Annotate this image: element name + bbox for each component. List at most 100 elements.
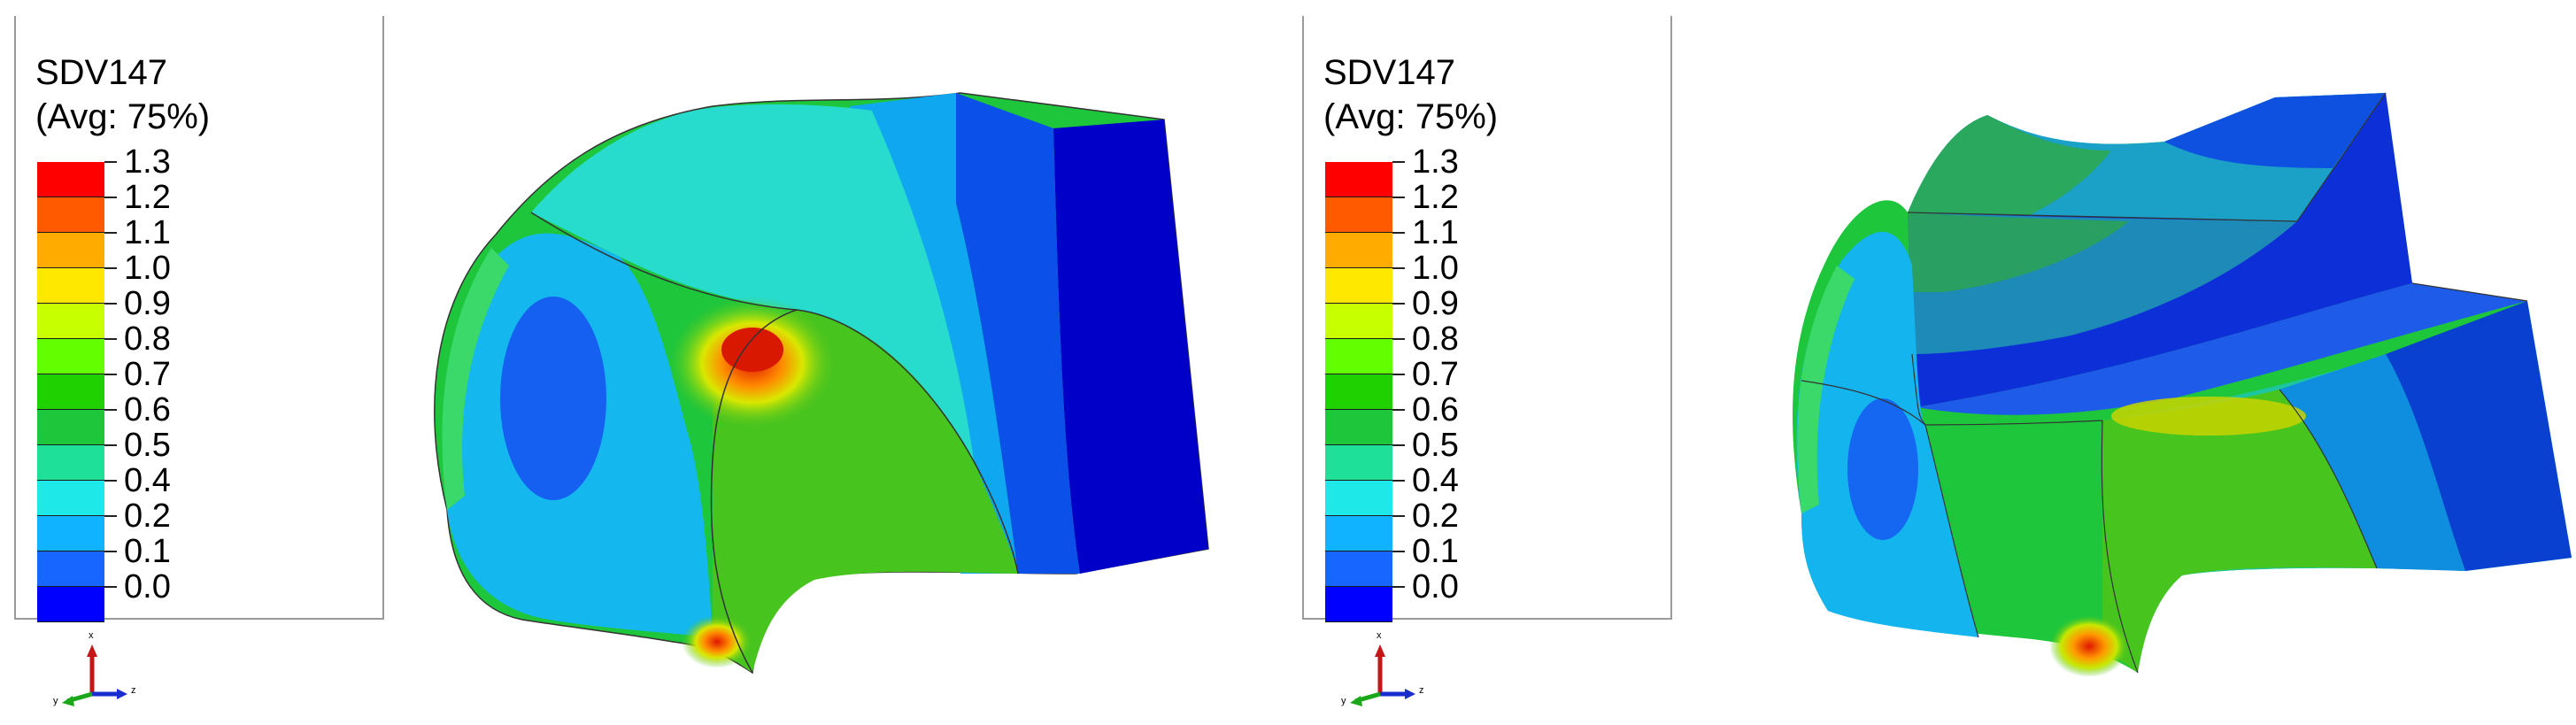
color-bar-segment (37, 481, 104, 516)
model-top-band (531, 104, 974, 461)
axis-z-label: z (131, 685, 136, 696)
color-bar-tick (104, 480, 117, 482)
front-block-right (2386, 301, 2572, 571)
color-bar-tick (1392, 267, 1405, 269)
color-bar-tick (1392, 374, 1405, 375)
color-bar-segment (37, 233, 104, 268)
color-bar-tick (104, 232, 117, 234)
axis-x-label: x (1377, 630, 1382, 641)
color-bar-label: 0.6 (124, 391, 171, 428)
color-bar-tick (104, 444, 117, 446)
color-bar-label: 1.3 (1412, 143, 1459, 181)
color-bar-label: 0.5 (124, 427, 171, 464)
axis-triad: x y z (1339, 625, 1437, 713)
color-bar-segment (1325, 162, 1392, 197)
color-bar-segment (37, 551, 104, 587)
color-bar-tick (1392, 409, 1405, 411)
color-bar-label: 0.6 (1412, 391, 1459, 428)
color-bar-segment (37, 304, 104, 339)
color-bar-segment (37, 162, 104, 197)
color-bar-label: 1.2 (1412, 179, 1459, 216)
color-bar-label: 0.0 (1412, 568, 1459, 605)
axis-triad: x y z (51, 625, 149, 713)
color-bar-segment (1325, 481, 1392, 516)
model-edge-line (2101, 420, 2139, 674)
color-bar-tick (104, 586, 117, 588)
color-bar-segment (1325, 516, 1392, 551)
color-bar-tick (104, 161, 117, 163)
model-edge-line (710, 309, 798, 674)
color-bar-tick (1392, 303, 1405, 305)
color-bar-tick (104, 409, 117, 411)
color-bar-label: 0.8 (124, 320, 171, 358)
color-bar-label: 1.3 (124, 143, 171, 181)
base-hotspot (2049, 615, 2129, 677)
color-bar-label: 0.0 (124, 568, 171, 605)
model-right-block (1053, 120, 1208, 574)
color-bar-label: 0.9 (1412, 285, 1459, 322)
color-bar-tick (104, 374, 117, 375)
color-bar-label: 0.2 (124, 497, 171, 535)
color-bar-segment (1325, 197, 1392, 233)
color-bar-label: 0.4 (124, 462, 171, 499)
axis-x-label: x (89, 630, 94, 641)
axis-y-label: y (1341, 696, 1346, 706)
deformed-model-view (434, 92, 1209, 675)
front-block-green (2102, 389, 2377, 673)
front-block-mid (2279, 354, 2465, 571)
deformed-model-view (1793, 92, 2572, 677)
model-edge-line (1907, 92, 2387, 222)
color-bar-tick (1392, 480, 1405, 482)
color-bar-label: 0.4 (1412, 462, 1459, 499)
color-bar-tick (1392, 197, 1405, 198)
color-bar-label: 0.9 (124, 285, 171, 322)
color-bar-label: 1.2 (124, 179, 171, 216)
color-bar-tick (1392, 444, 1405, 446)
color-bar-segment (37, 268, 104, 304)
color-bar-segment (37, 374, 104, 410)
color-bar-segment (1325, 233, 1392, 268)
contour-panel-left: SDV147 (Avg: 75%) 1.3 1.2 1.1 1.0 0.9 0.8 0.7 0… (14, 16, 1209, 713)
upper-block-top-light (2164, 93, 2386, 168)
color-bar-label: 0.8 (1412, 320, 1459, 358)
legend-subtitle: (Avg: 75%) (35, 97, 211, 136)
legend-frame (14, 16, 384, 620)
model-edge-line (2279, 389, 2378, 569)
color-bar-segment (1325, 410, 1392, 445)
color-bar-tick (104, 515, 117, 517)
color-bar-tick (1392, 232, 1405, 234)
color-bar-tick (104, 551, 117, 552)
color-bar-label: 0.2 (1412, 497, 1459, 535)
high-stress-core (721, 328, 783, 372)
color-bar-tick (104, 338, 117, 340)
low-value-region (1847, 398, 1918, 540)
axis-y-label: y (53, 696, 58, 706)
color-bar-segment (37, 445, 104, 481)
step-top-surface (1917, 283, 2527, 415)
color-bar-segment (1325, 445, 1392, 481)
model-left-edge (442, 248, 509, 510)
low-value-region (500, 297, 606, 500)
color-bar-tick (104, 197, 117, 198)
color-bar-tick (1392, 586, 1405, 588)
mid-stress-region (2111, 397, 2306, 436)
color-bar-label: 0.1 (1412, 533, 1459, 570)
base-hotspot (682, 615, 752, 668)
color-bar-label: 1.0 (1412, 250, 1459, 287)
color-bar-segment (37, 339, 104, 374)
color-bar-segment (37, 587, 104, 622)
color-bar-segment (1325, 304, 1392, 339)
upper-block-front-green (1908, 212, 2129, 292)
color-bar-segment (37, 410, 104, 445)
model-edge-line (1801, 380, 2103, 426)
color-bar-label: 0.5 (1412, 427, 1459, 464)
color-bar-segment (1325, 339, 1392, 374)
axis-z-label: z (1419, 685, 1424, 696)
color-bar-tick (1392, 515, 1405, 517)
model-edge-line (530, 212, 1019, 575)
legend-frame (1302, 16, 1672, 620)
color-bar-label: 1.1 (124, 214, 171, 251)
color-bar-tick (104, 267, 117, 269)
model-right-gradient (956, 93, 1080, 574)
color-bar-tick (1392, 338, 1405, 340)
